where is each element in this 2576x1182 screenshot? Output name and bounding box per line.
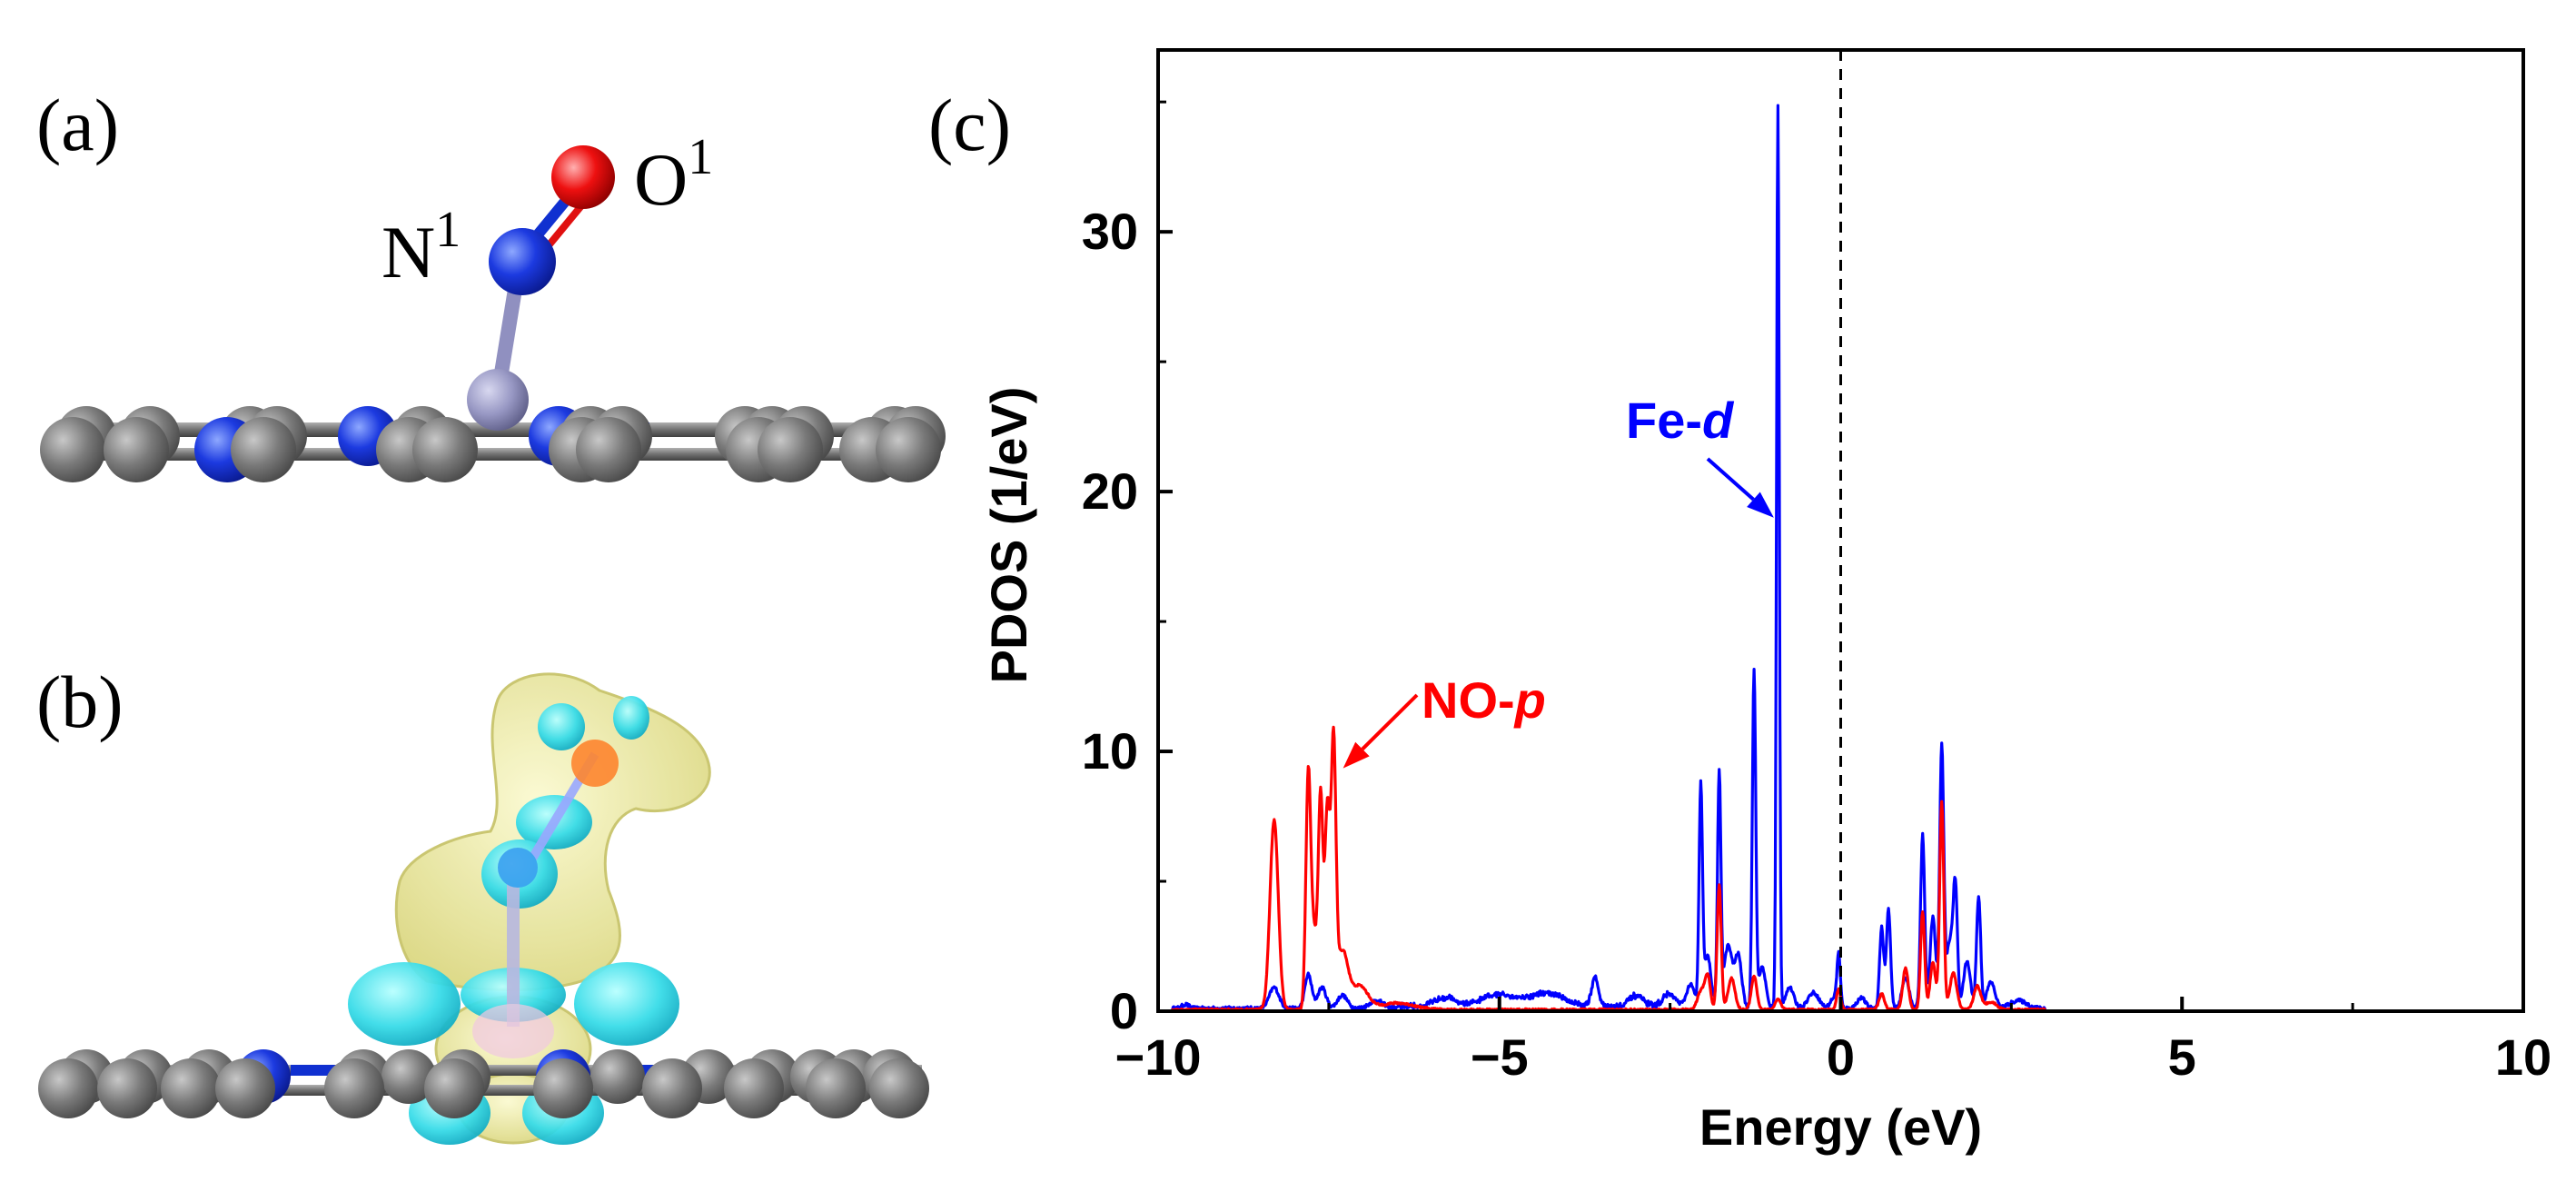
panel-c-label: (c) xyxy=(928,84,1011,166)
carbon-atom xyxy=(876,417,941,482)
carbon-atom xyxy=(104,417,169,482)
carbon-atom xyxy=(381,1049,436,1104)
carbon-atom xyxy=(642,1058,702,1118)
panel-c: (c) −10 −5 0 5 10 0 10 20 30 Energy (eV) PDOS (1… xyxy=(928,48,2551,1156)
y-tick-label: 20 xyxy=(1082,462,1138,520)
carbon-atom xyxy=(324,1058,384,1118)
carbon-atom xyxy=(590,1049,645,1104)
atom-label-o-sup: 1 xyxy=(688,129,713,185)
no-molecule-b xyxy=(472,740,619,1058)
axis-ticks: −10 −5 0 5 10 0 10 20 30 xyxy=(1082,100,2551,1086)
carbon-atom xyxy=(40,417,105,482)
x-tick-label: 0 xyxy=(1827,1028,1855,1086)
y-axis-label: PDOS (1/eV) xyxy=(980,387,1037,684)
carbon-atom xyxy=(806,1058,866,1118)
panel-b-label: (b) xyxy=(36,661,124,743)
legend-label-no: NO- xyxy=(1422,671,1515,729)
carbon-atom xyxy=(161,1058,221,1118)
carbon-atom xyxy=(231,417,296,482)
legend-label-p: p xyxy=(1513,671,1546,729)
carbon-atom xyxy=(215,1058,275,1118)
atom-label-o1: O1 xyxy=(634,129,713,221)
y-tick-label: 0 xyxy=(1110,982,1138,1039)
carbon-atom xyxy=(412,417,478,482)
x-tick-label: 5 xyxy=(2168,1028,2196,1086)
x-tick-label: 10 xyxy=(2495,1028,2551,1086)
carbon-atom xyxy=(97,1058,157,1118)
no-molecule-a xyxy=(467,145,615,431)
carbon-atom xyxy=(869,1058,929,1118)
legend-label-d: d xyxy=(1702,392,1735,449)
x-axis-label: Energy (eV) xyxy=(1699,1098,1982,1156)
atom-label-o: O xyxy=(634,138,688,221)
panel-a: (a) N1 O1 xyxy=(36,84,946,482)
atom-label-n-sup: 1 xyxy=(435,202,461,258)
n-atom xyxy=(498,848,538,888)
atom-label-n: N xyxy=(381,211,435,293)
carbon-atom xyxy=(38,1058,98,1118)
pdos-chart: −10 −5 0 5 10 0 10 20 30 Energy (eV) PDOS (1/eV)… xyxy=(980,48,2551,1156)
atom-label-n1: N1 xyxy=(381,202,461,293)
annotation-arrow-no-p xyxy=(1361,693,1419,750)
annotation-arrowhead-no-p xyxy=(1342,741,1370,769)
legend-label-fe-d: Fe-d xyxy=(1626,392,1735,449)
o-atom xyxy=(571,740,619,787)
annotation-arrowhead-fe-d xyxy=(1747,492,1774,518)
annotation-no-p: NO-p xyxy=(1342,671,1546,769)
legend-label-fe: Fe- xyxy=(1626,392,1702,449)
y-tick-label: 10 xyxy=(1082,722,1138,780)
carbon-atom xyxy=(533,1058,593,1118)
carbon-atom xyxy=(758,417,823,482)
x-tick-label: −5 xyxy=(1471,1028,1529,1086)
y-tick-label: 30 xyxy=(1082,203,1138,260)
o-atom xyxy=(551,145,615,209)
annotation-arrow-fe-d xyxy=(1706,457,1755,502)
legend-label-no-p: NO-p xyxy=(1422,671,1546,729)
annotation-fe-d: Fe-d xyxy=(1626,392,1774,518)
fe-atom xyxy=(472,1004,554,1058)
carbon-atom xyxy=(576,417,641,482)
x-tick-label: −10 xyxy=(1115,1028,1202,1086)
carbon-atom xyxy=(724,1058,784,1118)
n-atom xyxy=(489,228,556,295)
fe-atom xyxy=(467,369,529,431)
carbon-atom xyxy=(424,1058,484,1118)
graphene-sheet-b xyxy=(38,1049,929,1118)
panel-a-label: (a) xyxy=(36,84,119,166)
graphene-sheet-a xyxy=(40,406,946,482)
panel-b: (b) xyxy=(36,661,929,1145)
